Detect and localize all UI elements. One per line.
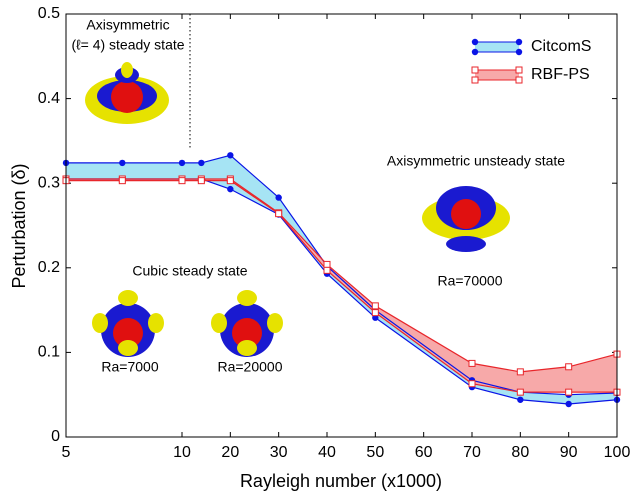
marker [227, 152, 234, 159]
marker [516, 368, 524, 376]
legend-marker [471, 66, 479, 74]
marker [197, 177, 205, 185]
range-area [66, 178, 617, 393]
legend-marker [515, 48, 523, 56]
marker [118, 177, 126, 185]
y-tick-label: 0.1 [38, 344, 60, 361]
marker [178, 159, 186, 167]
marker [468, 380, 476, 388]
x-tick-label: 5 [62, 444, 71, 461]
render-cubic-20000 [211, 290, 283, 357]
marker [227, 185, 234, 193]
y-tick-label: 0.4 [38, 90, 60, 107]
legend-swatch [475, 70, 519, 80]
x-tick-label: 30 [270, 444, 288, 461]
y-tick-label: 0.5 [38, 5, 60, 22]
legend-marker [471, 76, 479, 84]
annotation: Ra=70000 [437, 273, 502, 289]
series-line [66, 178, 618, 373]
legend-marker [515, 66, 523, 74]
x-tick-label: 90 [560, 444, 578, 461]
x-tick-label: 100 [604, 444, 631, 461]
marker [516, 388, 524, 396]
legend-label: CitcomS [531, 38, 591, 55]
legend-label: RBF-PS [531, 66, 590, 83]
marker [323, 266, 331, 274]
marker [565, 400, 572, 408]
marker [371, 302, 379, 310]
marker [226, 177, 234, 185]
y-axis-title: Perturbation (δ) [9, 163, 29, 288]
marker [468, 359, 476, 367]
y-tick-label: 0.3 [38, 174, 60, 191]
marker [565, 388, 573, 396]
x-tick-label: 70 [463, 444, 481, 461]
plot-frame [65, 13, 618, 438]
legend-marker [471, 38, 479, 46]
x-tick-label: 20 [221, 444, 239, 461]
x-tick-label: 10 [173, 444, 191, 461]
legend-marker [471, 48, 479, 56]
legend-marker [515, 38, 523, 46]
legend-marker [515, 76, 523, 84]
x-tick-label: 50 [366, 444, 384, 461]
legend-swatch [475, 42, 519, 52]
marker [198, 159, 205, 167]
y-tick-label: 0.2 [38, 259, 60, 276]
marker [323, 260, 331, 268]
marker [371, 309, 379, 317]
x-tick-label: 40 [318, 444, 336, 461]
annotation: (ℓ= 4) steady state [71, 37, 184, 53]
marker [275, 210, 283, 218]
annotation: Ra=7000 [101, 359, 158, 375]
annotation: Cubic steady state [132, 263, 247, 279]
annotation: Ra=20000 [217, 359, 282, 375]
x-tick-label: 60 [415, 444, 433, 461]
render-axisymmetric [85, 62, 169, 124]
series-line [66, 180, 617, 393]
marker [119, 159, 126, 167]
annotation: Axisymmetric unsteady state [387, 153, 565, 169]
y-tick-label: 0 [51, 428, 60, 445]
marker [275, 194, 282, 201]
render-cubic-7000 [92, 290, 164, 357]
marker [178, 177, 186, 185]
x-axis-title: Rayleigh number (x1000) [240, 471, 442, 491]
x-tick-label: 80 [511, 444, 529, 461]
marker [565, 363, 573, 371]
render-unsteady [422, 186, 510, 252]
annotation: Axisymmetric [86, 17, 169, 33]
marker [517, 396, 524, 403]
